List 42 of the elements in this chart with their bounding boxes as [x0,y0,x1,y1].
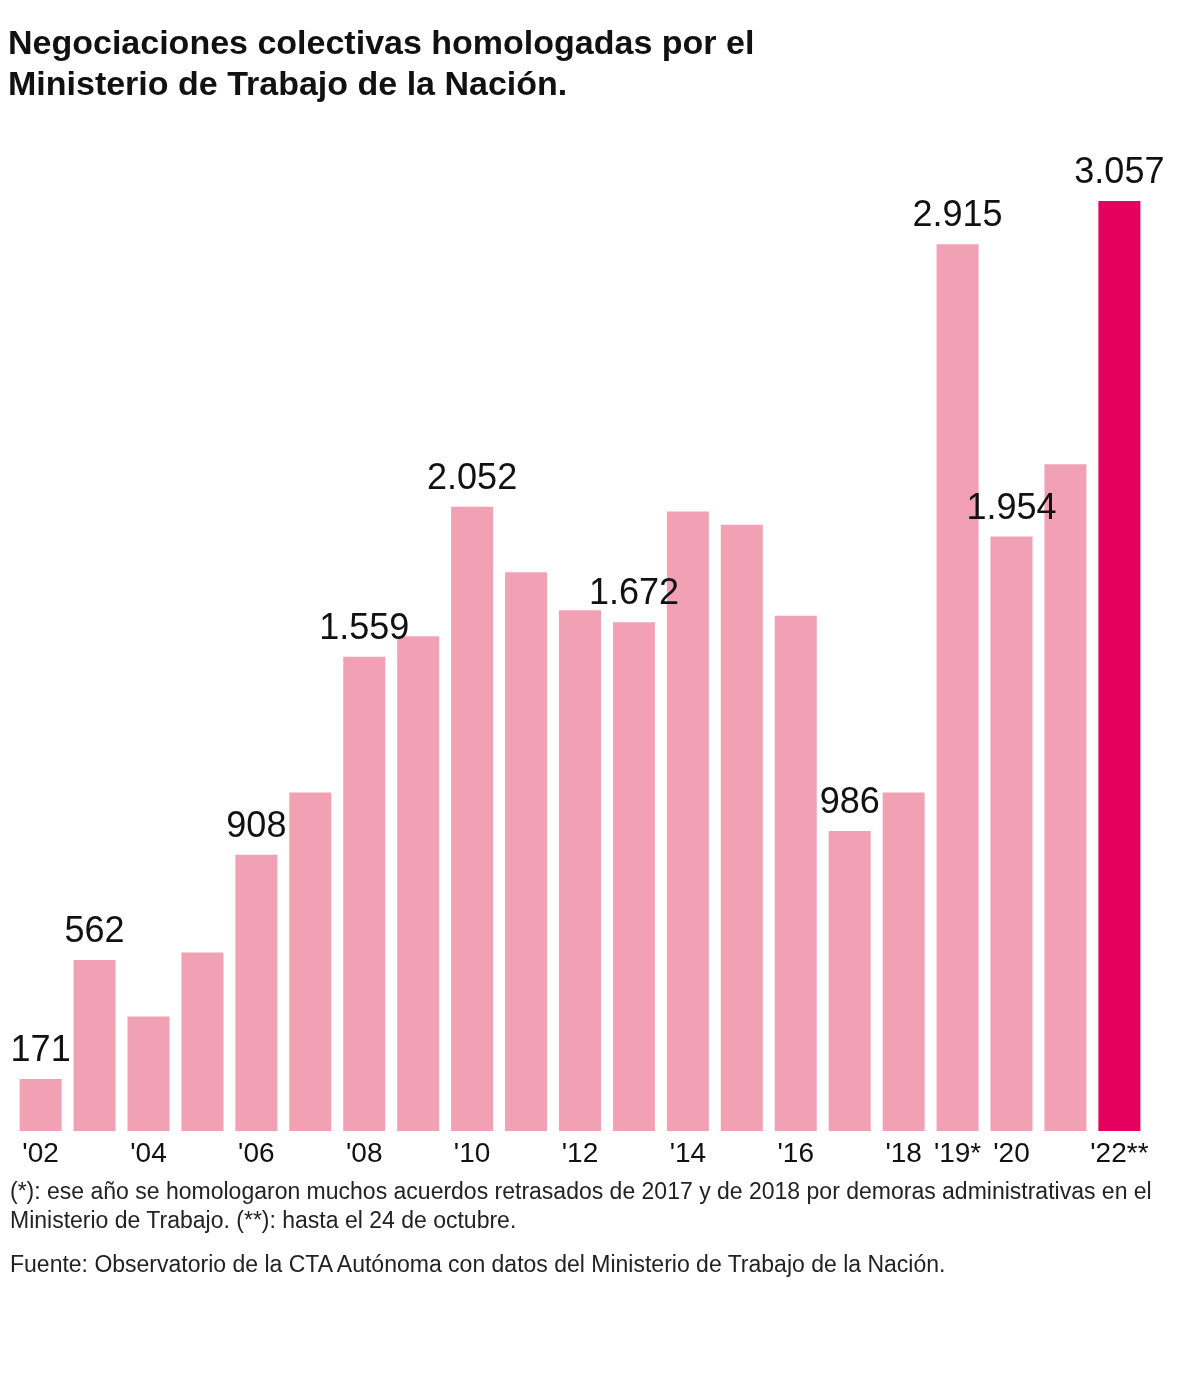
data-label: 1.672 [588,570,679,612]
bar [828,830,871,1131]
chart-title: Negociaciones colectivas homologadas por el Ministerio de Trabajo de la Nación. [8,22,756,104]
bar [73,959,116,1131]
x-tick-label: '08 [346,1136,383,1168]
x-tick-label: '22** [1090,1136,1149,1168]
bar [882,792,925,1131]
bar [343,656,386,1131]
text: (*): ese año se homologaron muchos acuerdos retrasados de 2017 y de 2018 por demoras administrativas en el Ministerio de Trabajo. (**): hasta el 24 de octubre. [10,1176,1153,1236]
data-label: 171 [10,1027,71,1069]
x-tick-label: '16 [777,1136,814,1168]
x-tick-label: '10 [453,1136,491,1168]
x-tick-label: '18 [885,1136,922,1168]
data-label: 1.559 [319,605,410,647]
x-tick-label: '12 [561,1136,599,1168]
x-tick-label: '06 [238,1136,275,1168]
x-tick-label: '02 [22,1136,59,1168]
data-label: 986 [819,779,880,821]
bar [19,1078,62,1131]
data-label: 908 [226,803,287,845]
bar [559,609,601,1131]
x-tick-label: '19* [933,1136,982,1168]
data-label: 2.915 [912,192,1003,234]
data-label: 562 [64,908,125,950]
bar [990,536,1033,1131]
bar [235,854,278,1131]
data-label: 3.057 [1074,149,1165,191]
x-tick-label: '04 [130,1136,167,1168]
data-label: 2.052 [427,455,518,497]
data-label: 1.954 [966,485,1057,527]
source-note: Fuente: Observatorio de la CTA Autónoma con datos del Ministerio de Trabajo de la Nación. [10,1250,947,1280]
bar [289,792,332,1131]
x-tick-label: '14 [669,1136,707,1168]
bar [505,571,548,1131]
bar [612,621,655,1131]
x-tick-label: '20 [993,1136,1030,1168]
bar [720,524,763,1131]
bar [774,615,817,1131]
bar [181,952,224,1131]
bar [127,1016,170,1131]
bar [451,506,494,1131]
bar [1098,200,1141,1131]
